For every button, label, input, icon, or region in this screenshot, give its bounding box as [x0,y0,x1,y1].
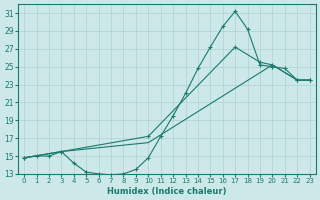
X-axis label: Humidex (Indice chaleur): Humidex (Indice chaleur) [107,187,227,196]
